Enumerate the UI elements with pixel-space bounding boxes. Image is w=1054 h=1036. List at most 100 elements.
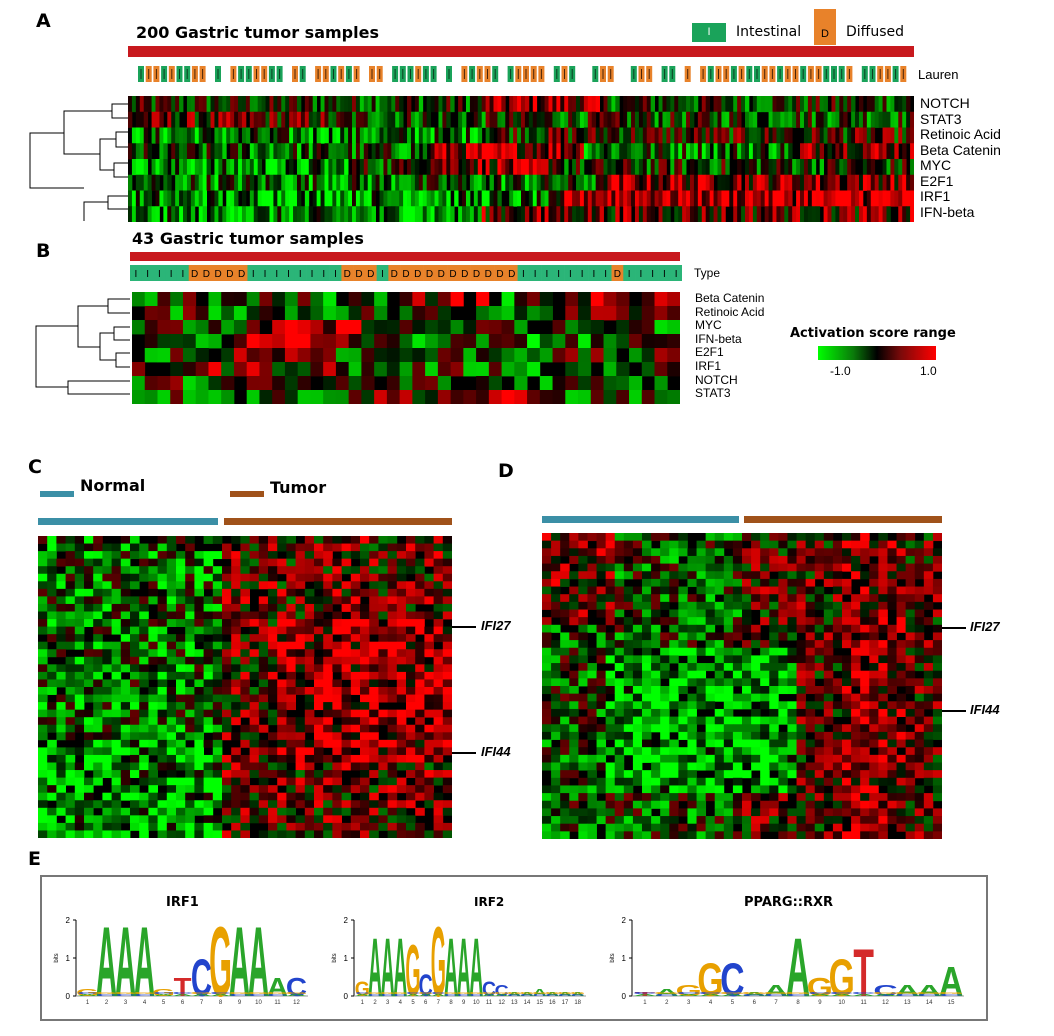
heatmap-cell: [591, 190, 597, 207]
heatmap-cell: [185, 664, 195, 673]
heatmap-cell: [38, 807, 48, 816]
heatmap-cell: [151, 206, 156, 222]
heatmap-cell: [352, 96, 357, 113]
heatmap-cell: [369, 626, 379, 635]
heatmap-cell: [415, 588, 425, 597]
heatmap-cell: [120, 747, 131, 756]
heatmap-cell: [157, 334, 171, 349]
heatmap-cell: [769, 686, 779, 695]
heatmap-cell: [832, 586, 843, 595]
heatmap-cell: [268, 649, 278, 658]
heatmap-cell: [896, 754, 907, 763]
heatmap-cell: [932, 640, 942, 649]
heatmap-cell: [860, 601, 870, 610]
heatmap-cell: [932, 533, 942, 542]
heatmap-cell: [341, 687, 352, 695]
heatmap-cell: [332, 143, 337, 160]
heatmap-cell: [240, 807, 250, 816]
heatmap-cell: [587, 762, 597, 771]
heatmap-cell: [210, 111, 215, 128]
heatmap-cell: [714, 586, 725, 595]
type-sample-cell: [165, 265, 178, 281]
heatmap-cell: [203, 785, 214, 794]
heatmap-cell: [544, 206, 549, 222]
heatmap-cell: [788, 127, 793, 144]
heatmap-cell: [569, 739, 579, 748]
heatmap-cell: [221, 362, 235, 377]
heatmap-cell: [560, 578, 570, 587]
heatmap-cell: [374, 306, 388, 321]
heatmap-cell: [84, 785, 94, 794]
heatmap-cell: [446, 143, 451, 160]
heatmap-cell: [65, 815, 76, 824]
heatmap-cell: [194, 649, 204, 658]
heatmap-cell: [887, 731, 897, 740]
heatmap-cell: [131, 190, 137, 207]
heatmap-cell: [696, 540, 707, 549]
heatmap-cell: [175, 111, 180, 128]
heatmap-cell: [194, 830, 204, 838]
heatmap-cell: [878, 555, 888, 564]
heatmap-cell: [596, 739, 607, 748]
heatmap-cell: [932, 701, 942, 710]
heatmap-cell: [65, 770, 76, 778]
heatmap-cell: [130, 641, 140, 650]
heatmap-cell: [84, 822, 94, 831]
heatmap-cell: [614, 601, 625, 610]
heatmap-cell: [569, 647, 579, 656]
heatmap-cell: [905, 632, 916, 641]
heatmap-cell: [348, 334, 362, 349]
heatmap-cell: [796, 601, 807, 610]
heatmap-cell: [556, 190, 561, 207]
heatmap-cell: [395, 190, 400, 207]
heatmap-cell: [787, 555, 797, 564]
heatmap-cell: [862, 174, 868, 191]
heatmap-cell: [185, 626, 195, 635]
heatmap-cell: [310, 306, 324, 321]
heatmap-cell: [268, 694, 278, 703]
heatmap-cell: [259, 292, 273, 307]
heatmap-cell: [792, 111, 797, 128]
heatmap-cell: [701, 190, 707, 207]
heatmap-cell: [476, 292, 490, 307]
heatmap-cell: [190, 174, 196, 191]
heatmap-cell: [425, 362, 439, 377]
heatmap-cell: [210, 190, 215, 207]
heatmap-cell: [807, 159, 813, 176]
heatmap-cell: [614, 533, 625, 542]
heatmap-cell: [277, 664, 287, 673]
heatmap-cell: [438, 96, 443, 113]
heatmap-cell: [38, 664, 48, 673]
heatmap-cell: [433, 717, 444, 726]
heatmap-cell: [185, 792, 195, 801]
heatmap-cell: [751, 747, 761, 756]
heatmap-cell: [607, 127, 612, 144]
heatmap-cell: [776, 96, 781, 113]
heatmap-cell: [185, 800, 195, 809]
heatmap-cell: [277, 566, 287, 575]
heatmap-cell: [424, 694, 434, 703]
heatmap-cell: [249, 536, 260, 544]
heatmap-cell: [796, 731, 807, 740]
heatmap-cell: [666, 143, 671, 160]
heatmap-cell: [932, 578, 942, 587]
heatmap-cell: [752, 111, 758, 128]
heatmap-cell: [860, 586, 870, 595]
heatmap-cell: [369, 732, 379, 741]
heatmap-cell: [176, 754, 186, 763]
heatmap-cell: [350, 739, 361, 748]
heatmap-cell: [869, 663, 879, 672]
heatmap-cell: [433, 611, 444, 620]
heatmap-cell: [932, 670, 942, 679]
heatmap-cell: [410, 206, 416, 222]
heatmap-cell: [360, 785, 370, 794]
heatmap-cell: [139, 807, 149, 816]
heatmap-cell: [314, 634, 324, 643]
heatmap-cell: [415, 536, 425, 544]
heatmap-cell: [74, 581, 85, 590]
heatmap-cell: [778, 785, 788, 794]
heatmap-cell: [265, 127, 270, 144]
heatmap-cell: [350, 626, 361, 635]
heatmap-cell: [415, 687, 425, 695]
heatmap-cell: [234, 174, 239, 191]
